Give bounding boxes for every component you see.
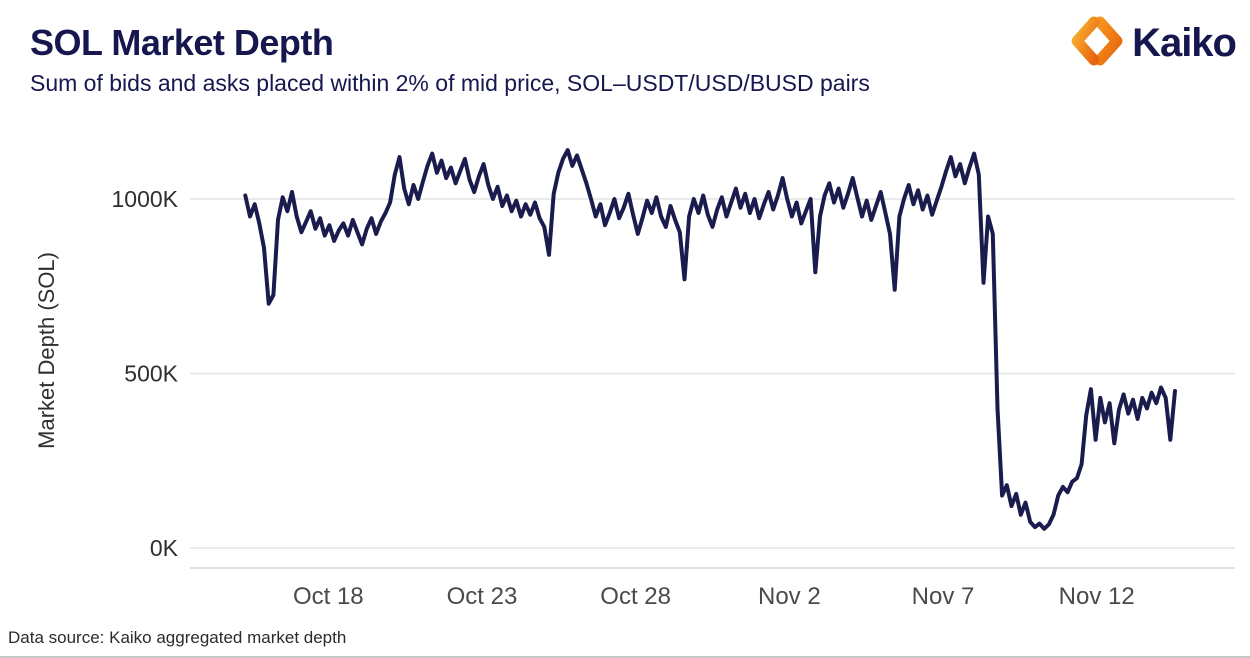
x-tick-label: Nov 2 [758, 583, 821, 610]
x-tick-label: Oct 28 [600, 583, 671, 610]
page-title: SOL Market Depth [30, 22, 334, 63]
footer: Data source: Kaiko aggregated market dep… [0, 628, 1250, 658]
data-source-note: Data source: Kaiko aggregated market dep… [8, 628, 347, 647]
page-subtitle: Sum of bids and asks placed within 2% of… [30, 70, 870, 96]
y-tick-label: 0K [150, 535, 179, 561]
x-tick-label: Nov 12 [1059, 583, 1135, 610]
kaiko-logo-icon [1070, 14, 1124, 73]
y-tick-label: 1000K [111, 186, 178, 212]
x-tick-label: Oct 23 [447, 583, 518, 610]
x-tick-label: Oct 18 [293, 583, 364, 610]
kaiko-logo-text: Kaiko [1132, 21, 1237, 65]
y-tick-label: 500K [124, 361, 178, 387]
market-depth-chart: 0K 500K 1000K Oct 18 Oct 23 Oct 28 Nov 2 Nov 7 N… [111, 148, 1235, 610]
market-depth-line [243, 148, 1177, 531]
x-tick-label: Nov 7 [912, 583, 975, 610]
kaiko-brand: Kaiko [1070, 14, 1237, 73]
